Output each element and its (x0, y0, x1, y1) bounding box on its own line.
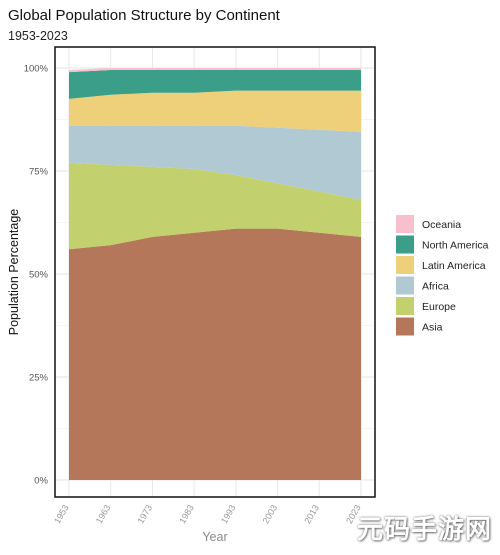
legend-label-europe: Europe (422, 301, 456, 313)
x-axis-label: Year (202, 530, 227, 544)
x-tick-label: 2013 (302, 503, 321, 525)
x-tick-label: 1953 (52, 503, 71, 525)
area-africa (69, 125, 361, 200)
area-layer (69, 68, 361, 480)
y-tick-label: 100% (24, 64, 49, 75)
legend-label-asia: Asia (422, 322, 443, 334)
legend-swatch-latin-america (396, 256, 414, 274)
legend-label-latin-america: Latin America (422, 260, 486, 272)
y-tick-label: 50% (29, 270, 49, 281)
legend-swatch-north-america (396, 235, 414, 254)
area-oceania (69, 68, 361, 73)
legend-label-oceania: Oceania (422, 219, 461, 231)
x-tick-label: 1993 (219, 503, 238, 525)
x-tick-label: 2003 (261, 503, 280, 525)
area-north-america (69, 70, 361, 99)
plot-border (54, 46, 376, 498)
legend-swatch-africa (396, 276, 414, 295)
legend-swatch-europe (396, 297, 414, 315)
x-tick-label: 1963 (94, 503, 113, 525)
chart-title: Global Population Structure by Continent (8, 7, 281, 24)
y-axis-ticks: 0% 25% 50% 75% 100% (24, 64, 49, 487)
y-tick-label: 25% (29, 373, 49, 384)
legend: Oceania North America Latin America Africa E… (396, 215, 489, 336)
x-tick-label: 1983 (177, 503, 196, 525)
y-tick-label: 0% (34, 476, 48, 487)
y-tick-label: 75% (29, 167, 49, 178)
x-axis-ticks: 1953 1963 1973 1983 1993 2003 2013 2023 (52, 503, 363, 525)
area-asia (69, 228, 361, 480)
chart-subtitle: 1953-2023 (8, 29, 68, 43)
x-tick-label: 1973 (135, 503, 154, 525)
legend-label-north-america: North America (422, 240, 489, 252)
legend-swatch-asia (396, 317, 414, 336)
area-europe (69, 162, 361, 250)
x-tick-label: 2023 (344, 503, 363, 525)
legend-label-africa: Africa (422, 281, 449, 293)
area-latin-america (69, 90, 361, 132)
y-axis-label: Population Percentage (7, 209, 21, 336)
legend-swatch-oceania (396, 215, 414, 233)
